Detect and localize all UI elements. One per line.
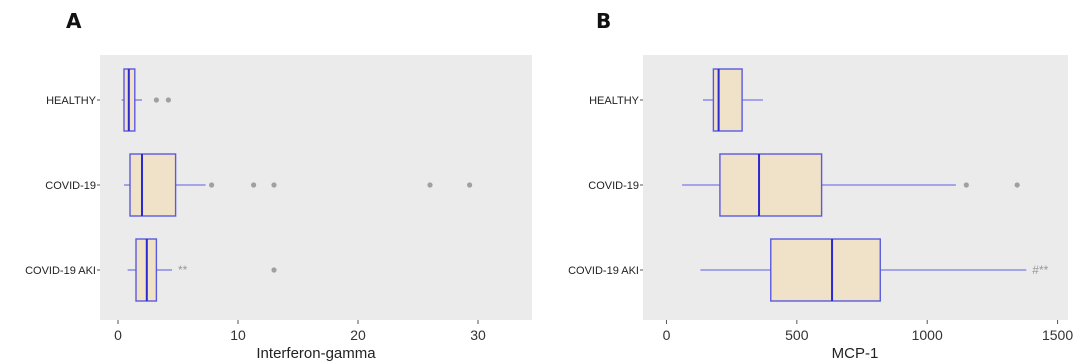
- outlier-healthy-0: [153, 97, 159, 103]
- iqr-box-covid-19: [129, 153, 177, 217]
- panel-b-boxes: #**: [682, 68, 1049, 302]
- iqr-box-covid-19: [719, 153, 823, 217]
- panel-b-category-labels: HEALTHY COVID-19 COVID-19 AKI: [568, 95, 640, 277]
- panel-a-cat-healthy: HEALTHY: [46, 95, 97, 107]
- panel-b-x-ticks: 0 500 1000 1500: [640, 99, 1073, 343]
- panel-a-cat-covid19-aki: COVID-19 AKI: [25, 265, 96, 277]
- panel-a-category-labels: HEALTHY COVID-19 COVID-19 AKI: [25, 95, 97, 277]
- x-tick-label-30: 30: [470, 327, 486, 343]
- box-covid-19: [682, 153, 1020, 217]
- panel-a-boxes: **: [121, 68, 473, 302]
- iqr-box-covid-19-aki: [770, 238, 881, 302]
- outlier-covid-19-4: [467, 182, 473, 188]
- panel-b: B HEALTHY COVID-19 COVID-19 AKI #** 0 500…: [568, 9, 1073, 362]
- box-covid-19: [124, 153, 473, 217]
- x-tick-label-500: 500: [785, 327, 809, 343]
- box-covid-19-aki: #**: [700, 238, 1049, 302]
- panel-b-cat-covid19-aki: COVID-19 AKI: [568, 265, 639, 277]
- panel-a-x-ticks: 0 10 20 30: [97, 99, 486, 343]
- box-healthy: [121, 68, 171, 132]
- x-tick-label-1500: 1500: [1042, 327, 1073, 343]
- panel-a: A HEALTHY COVID-19 COVID-19 AKI ** 0 10 20…: [25, 9, 532, 362]
- x-tick-label-0: 0: [114, 327, 122, 343]
- panel-b-cat-covid19: COVID-19: [588, 180, 639, 192]
- outlier-covid-19-0: [963, 182, 969, 188]
- x-tick-label-10: 10: [230, 327, 246, 343]
- outlier-covid-19-1: [1014, 182, 1020, 188]
- box-covid-19-aki: **: [127, 238, 277, 302]
- significance-covid-19-aki: #**: [1032, 263, 1048, 277]
- panel-a-letter: A: [66, 9, 82, 33]
- x-tick-label-0: 0: [663, 327, 671, 343]
- panel-b-x-axis-title: MCP-1: [832, 345, 879, 362]
- outlier-covid-19-aki-0: [271, 267, 277, 273]
- panel-a-cat-covid19: COVID-19: [45, 180, 96, 192]
- outlier-healthy-1: [165, 97, 171, 103]
- box-healthy: [702, 68, 763, 132]
- panel-b-letter: B: [596, 9, 611, 33]
- panel-a-x-axis-title: Interferon-gamma: [256, 345, 376, 362]
- outlier-covid-19-3: [427, 182, 433, 188]
- outlier-covid-19-0: [209, 182, 215, 188]
- significance-covid-19-aki: **: [178, 263, 188, 277]
- outlier-covid-19-2: [271, 182, 277, 188]
- panel-b-cat-healthy: HEALTHY: [589, 95, 640, 107]
- x-tick-label-1000: 1000: [912, 327, 943, 343]
- outlier-covid-19-1: [251, 182, 257, 188]
- x-tick-label-20: 20: [350, 327, 366, 343]
